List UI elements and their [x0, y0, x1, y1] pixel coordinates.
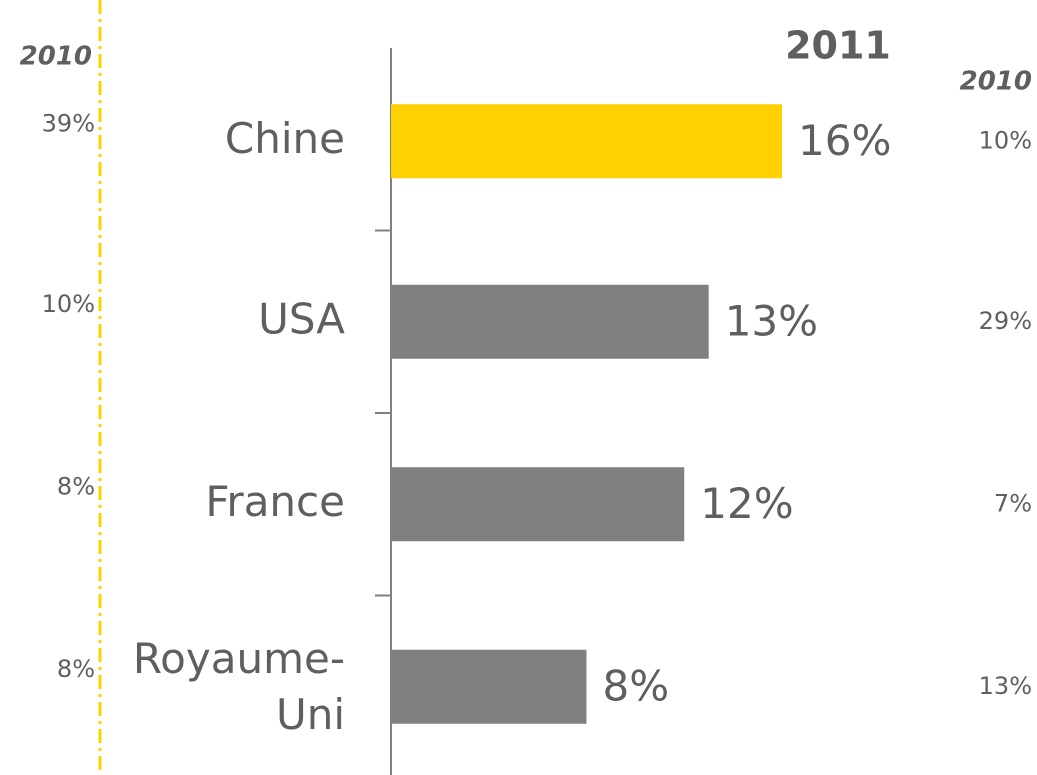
bar	[391, 284, 709, 359]
value-label: 12%	[700, 479, 793, 528]
category-label: France	[205, 477, 345, 526]
bar	[391, 649, 587, 724]
value-label: 16%	[798, 116, 891, 165]
category-label: Royaume-Uni	[133, 633, 345, 738]
left-column-value: 10%	[42, 290, 95, 318]
value-label: 8%	[603, 661, 670, 710]
bar	[391, 467, 685, 542]
bar	[391, 104, 782, 179]
left-column-value: 8%	[57, 472, 95, 500]
left-column-value: 39%	[42, 109, 95, 137]
right-column-value: 10%	[979, 126, 1032, 154]
right-column-title: 2010	[960, 67, 1032, 97]
left-column-title: 2010	[20, 42, 92, 72]
category-label: USA	[258, 294, 345, 343]
right-column-value: 7%	[994, 489, 1032, 517]
left-column-value: 8%	[57, 655, 95, 683]
chart-title: 2011	[785, 24, 891, 68]
category-label: Chine	[225, 114, 345, 163]
right-column-value: 29%	[979, 307, 1032, 335]
value-label: 13%	[725, 296, 818, 345]
right-column-value: 13%	[979, 672, 1032, 700]
